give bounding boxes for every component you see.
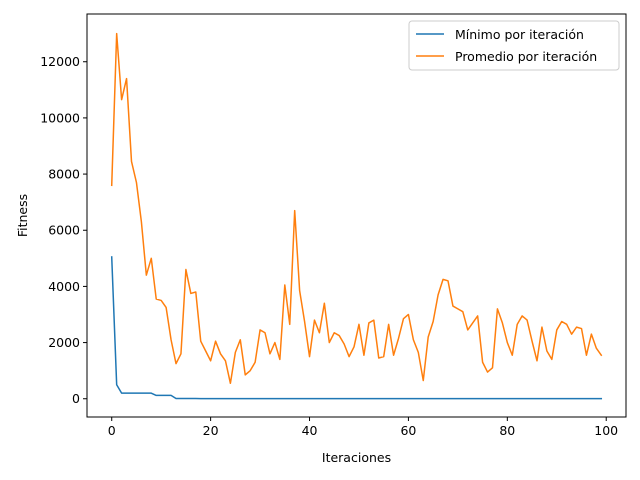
legend-box: [408, 20, 620, 71]
series-line-1: [110, 32, 603, 385]
plot-lines: [110, 32, 603, 400]
x-axis: 0 20 40 60 80 100: [108, 417, 618, 438]
y-tick-label: 2000: [48, 335, 80, 350]
legend-label-promedio: Promedio por iteración: [455, 49, 597, 64]
legend-label-minimo: Mínimo por iteración: [455, 27, 584, 42]
y-axis: 0 2000 4000 6000 8000 10000 12000: [40, 54, 87, 406]
y-tick-label: 10000: [40, 110, 80, 125]
x-tick-label: 20: [203, 423, 219, 438]
y-tick-label: 12000: [40, 54, 80, 69]
x-tick-label: 100: [594, 423, 618, 438]
x-tick-label: 40: [302, 423, 318, 438]
y-tick-label: 8000: [48, 167, 80, 182]
x-tick-label: 0: [108, 423, 116, 438]
x-axis-label: Iteraciones: [322, 450, 391, 465]
series-line-0: [110, 256, 603, 400]
legend: Mínimo por iteración Promedio por iterac…: [408, 20, 620, 71]
y-axis-label: Fitness: [15, 194, 30, 237]
y-tick-label: 4000: [48, 279, 80, 294]
y-tick-label: 6000: [48, 223, 80, 238]
y-tick-label: 0: [72, 391, 80, 406]
x-tick-label: 80: [499, 423, 515, 438]
x-tick-label: 60: [400, 423, 416, 438]
plot-frame: [86, 13, 627, 418]
